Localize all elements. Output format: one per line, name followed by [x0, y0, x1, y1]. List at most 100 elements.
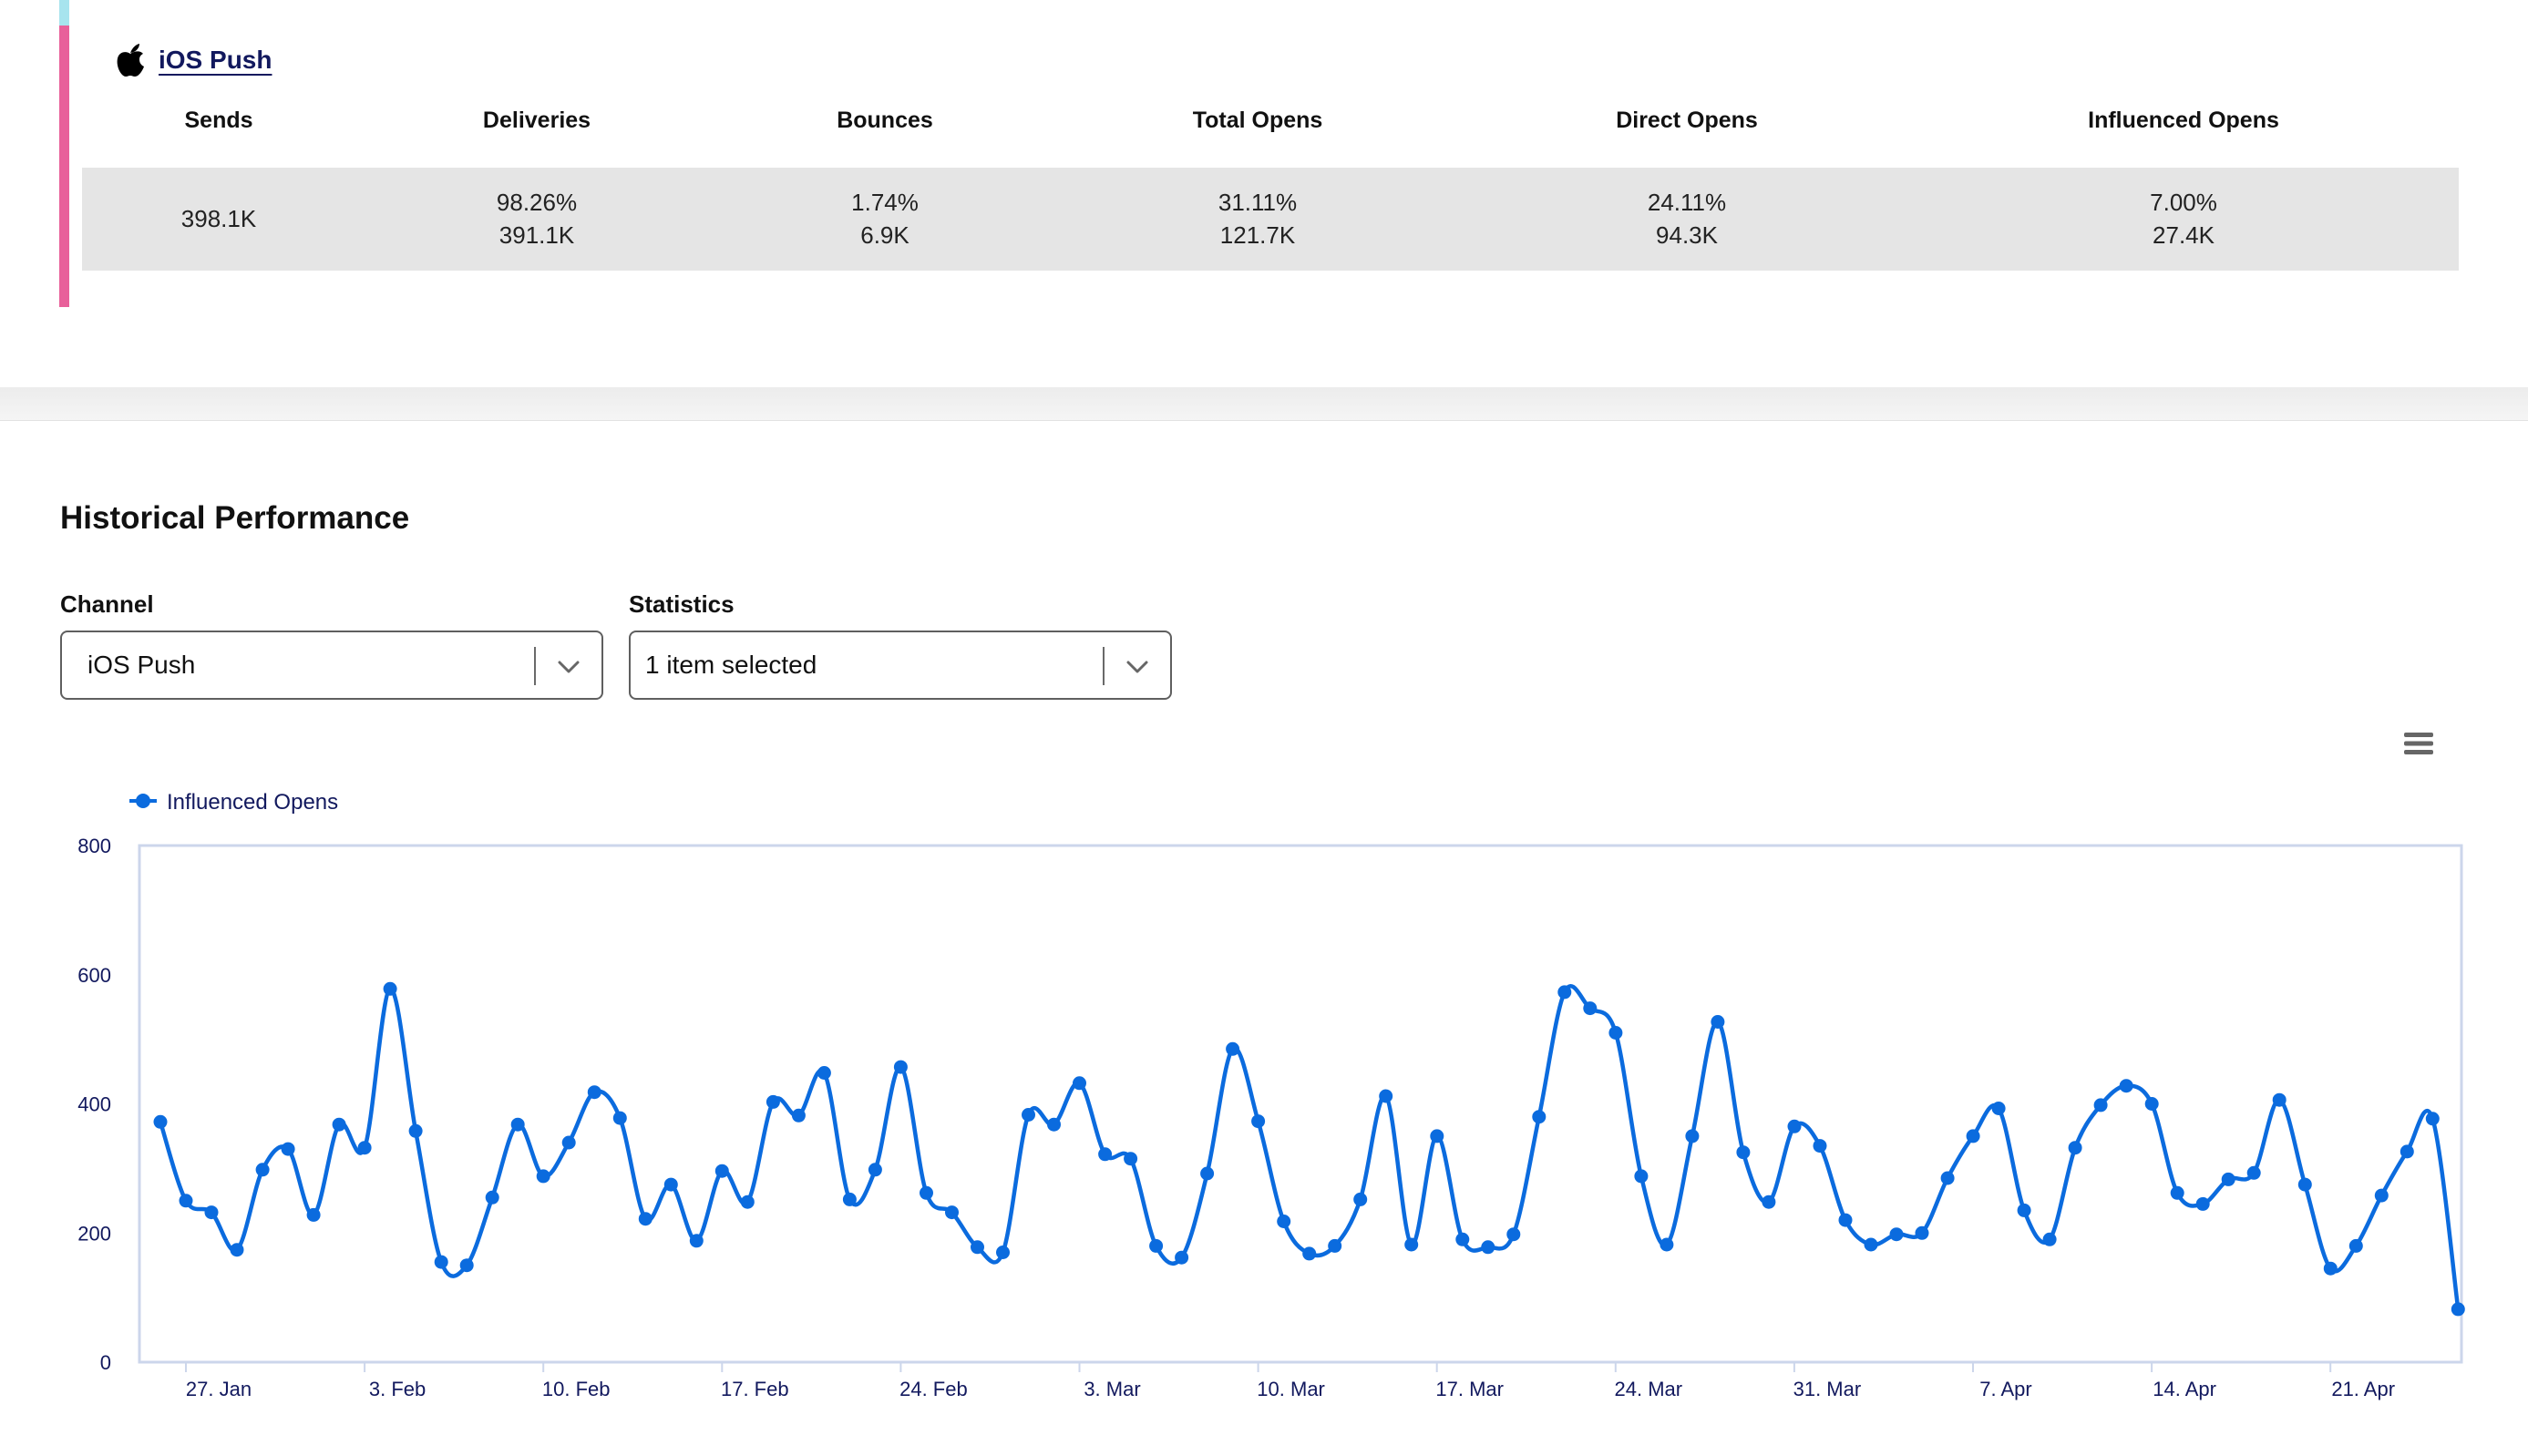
data-point[interactable]	[2144, 1097, 2159, 1111]
data-point[interactable]	[153, 1114, 168, 1129]
data-point[interactable]	[2042, 1232, 2057, 1246]
data-point[interactable]	[868, 1163, 882, 1177]
data-point[interactable]	[766, 1094, 780, 1109]
data-point[interactable]	[996, 1246, 1010, 1259]
data-point[interactable]	[1991, 1102, 2006, 1115]
data-point[interactable]	[612, 1111, 627, 1125]
statistics-select[interactable]: 1 item selected	[629, 631, 1172, 700]
data-point[interactable]	[1532, 1110, 1547, 1124]
data-point[interactable]	[1711, 1015, 1725, 1029]
data-point[interactable]	[2297, 1177, 2312, 1192]
data-point[interactable]	[1124, 1152, 1138, 1166]
data-point[interactable]	[2170, 1185, 2184, 1200]
data-point[interactable]	[1073, 1076, 1086, 1091]
data-point[interactable]	[1328, 1238, 1342, 1253]
data-point[interactable]	[408, 1123, 423, 1138]
data-point[interactable]	[2400, 1144, 2414, 1159]
data-point[interactable]	[2119, 1079, 2133, 1093]
data-point[interactable]	[1175, 1250, 1189, 1265]
data-point[interactable]	[817, 1066, 831, 1080]
data-point[interactable]	[561, 1135, 576, 1150]
data-point[interactable]	[1940, 1171, 1955, 1185]
data-point[interactable]	[1506, 1227, 1521, 1242]
data-point[interactable]	[204, 1205, 219, 1220]
data-point[interactable]	[663, 1177, 678, 1192]
data-point[interactable]	[383, 981, 397, 996]
data-point[interactable]	[459, 1258, 474, 1273]
data-point[interactable]	[1251, 1114, 1266, 1129]
data-point[interactable]	[945, 1205, 959, 1220]
data-point[interactable]	[1608, 1026, 1623, 1040]
data-point[interactable]	[1200, 1166, 1215, 1181]
data-point[interactable]	[1557, 985, 1572, 1000]
data-point[interactable]	[638, 1212, 653, 1226]
data-point[interactable]	[1481, 1240, 1495, 1255]
data-point[interactable]	[2272, 1092, 2287, 1107]
data-point[interactable]	[2451, 1302, 2465, 1317]
channel-select[interactable]: iOS Push	[60, 631, 603, 700]
channel-name-link[interactable]: iOS Push	[159, 46, 272, 74]
data-point[interactable]	[2195, 1196, 2210, 1211]
data-point[interactable]	[920, 1185, 933, 1200]
data-point[interactable]	[2221, 1172, 2235, 1186]
data-point[interactable]	[1098, 1147, 1113, 1162]
data-point[interactable]	[1889, 1227, 1904, 1242]
chevron-down-icon[interactable]	[1121, 651, 1154, 683]
y-tick-label: 200	[77, 1222, 111, 1245]
data-point[interactable]	[1455, 1232, 1470, 1246]
data-point[interactable]	[1915, 1225, 1929, 1240]
data-point[interactable]	[536, 1169, 550, 1184]
data-point[interactable]	[2374, 1188, 2389, 1203]
data-point[interactable]	[230, 1243, 244, 1257]
data-point[interactable]	[893, 1060, 908, 1074]
data-point[interactable]	[1838, 1213, 1853, 1227]
data-point[interactable]	[714, 1164, 729, 1178]
data-point[interactable]	[1226, 1041, 1240, 1056]
data-point[interactable]	[2246, 1165, 2261, 1180]
data-point[interactable]	[179, 1194, 193, 1208]
data-point[interactable]	[1787, 1119, 1802, 1133]
data-point[interactable]	[1302, 1246, 1317, 1261]
data-point[interactable]	[1022, 1108, 1035, 1122]
data-point[interactable]	[1966, 1129, 1980, 1143]
data-point[interactable]	[2323, 1261, 2338, 1276]
data-point[interactable]	[1404, 1237, 1419, 1252]
data-points	[153, 981, 2465, 1317]
data-point[interactable]	[1149, 1238, 1164, 1253]
data-point[interactable]	[2017, 1203, 2031, 1217]
data-point[interactable]	[510, 1117, 525, 1132]
chart-legend[interactable]: Influenced Opens	[129, 790, 338, 815]
hamburger-menu-icon[interactable]	[2402, 729, 2435, 758]
data-point[interactable]	[357, 1141, 372, 1155]
data-point[interactable]	[1813, 1139, 1827, 1154]
data-point[interactable]	[1660, 1237, 1674, 1252]
data-point[interactable]	[1685, 1129, 1700, 1143]
data-point[interactable]	[1277, 1215, 1291, 1228]
data-point[interactable]	[281, 1142, 295, 1156]
data-point[interactable]	[689, 1234, 704, 1248]
data-point[interactable]	[434, 1255, 448, 1269]
data-point[interactable]	[306, 1207, 321, 1222]
data-point[interactable]	[740, 1195, 755, 1209]
data-point[interactable]	[2425, 1112, 2440, 1126]
chevron-down-icon[interactable]	[552, 651, 585, 683]
data-point[interactable]	[1583, 1001, 1598, 1016]
data-point[interactable]	[842, 1192, 857, 1206]
data-point[interactable]	[1864, 1237, 1878, 1252]
data-point[interactable]	[971, 1240, 984, 1255]
data-point[interactable]	[2093, 1098, 2108, 1113]
data-point[interactable]	[791, 1108, 806, 1123]
data-point[interactable]	[2348, 1238, 2363, 1253]
data-point[interactable]	[255, 1163, 270, 1177]
data-point[interactable]	[1353, 1192, 1368, 1206]
data-point[interactable]	[1379, 1089, 1393, 1103]
data-point[interactable]	[332, 1117, 346, 1132]
data-point[interactable]	[1762, 1195, 1776, 1209]
data-point[interactable]	[1430, 1129, 1444, 1143]
data-point[interactable]	[1736, 1145, 1751, 1160]
data-point[interactable]	[2068, 1141, 2082, 1155]
data-point[interactable]	[1634, 1169, 1649, 1184]
data-point[interactable]	[485, 1190, 499, 1205]
data-point[interactable]	[1047, 1117, 1061, 1132]
data-point[interactable]	[587, 1085, 601, 1100]
